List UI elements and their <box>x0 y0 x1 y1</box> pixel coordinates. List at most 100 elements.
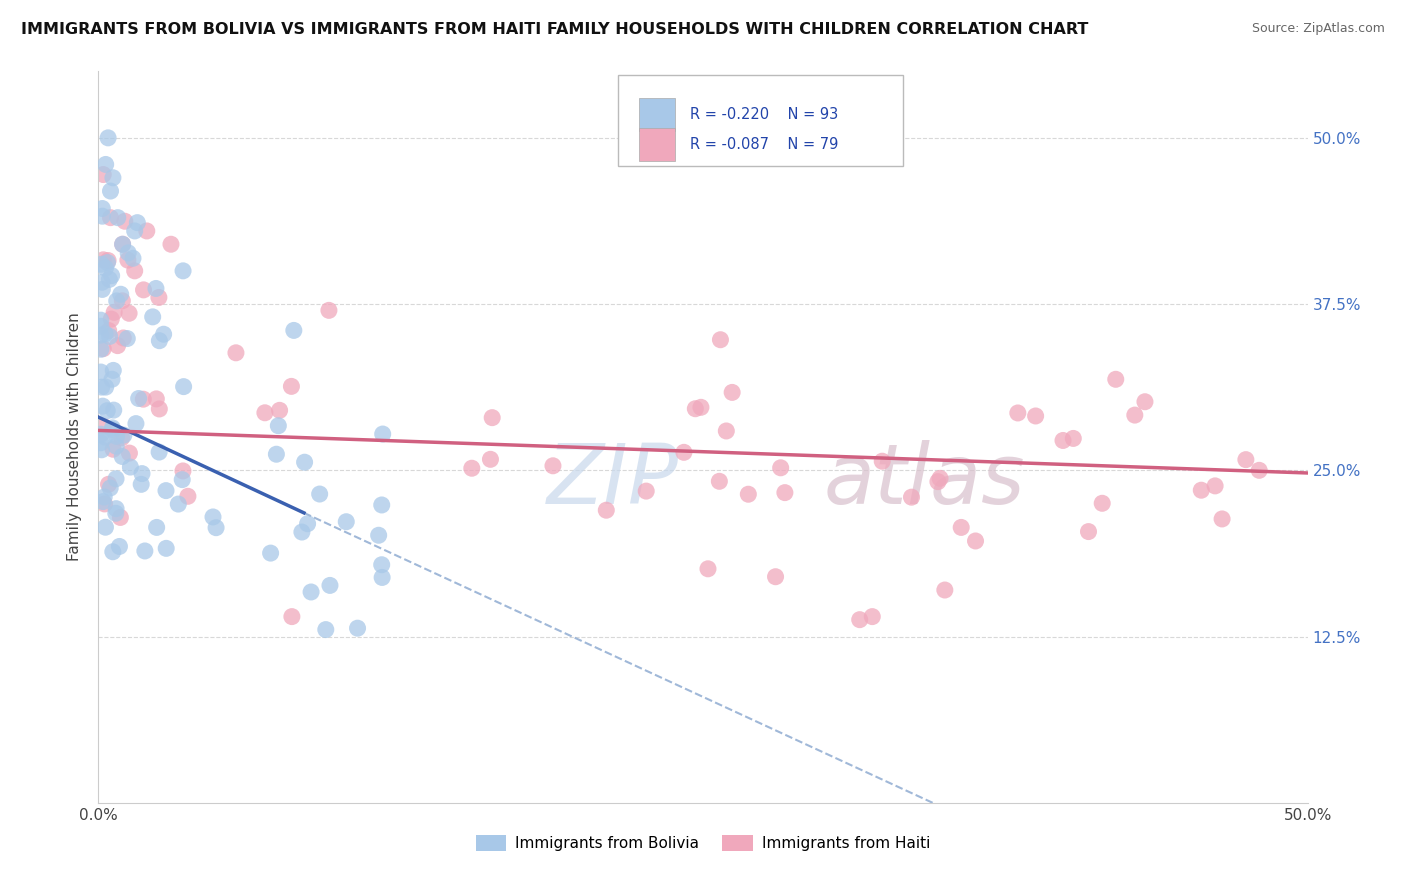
FancyBboxPatch shape <box>638 128 675 161</box>
Point <box>148 290 170 304</box>
Point <box>117 245 139 260</box>
Point <box>96 255 118 269</box>
Point <box>90 257 112 271</box>
Point <box>709 333 731 347</box>
Point <box>90 427 112 442</box>
Point <box>90 319 112 334</box>
Point <box>94 380 117 394</box>
Point <box>111 237 134 252</box>
Point <box>112 331 135 345</box>
Point <box>690 401 713 415</box>
Point <box>129 477 152 491</box>
Point <box>94 326 117 341</box>
Point <box>105 293 128 308</box>
Point <box>91 399 114 413</box>
Point <box>319 578 342 592</box>
Point <box>266 447 288 461</box>
Point <box>773 485 796 500</box>
Point <box>636 484 658 499</box>
Point <box>1234 452 1257 467</box>
Point <box>91 342 114 356</box>
Point <box>870 454 893 468</box>
Point <box>132 283 155 297</box>
Point <box>103 305 125 319</box>
Point <box>672 445 695 459</box>
Point <box>1077 524 1099 539</box>
Point <box>160 237 183 252</box>
Point <box>101 442 124 457</box>
Point <box>98 272 121 286</box>
Point <box>172 473 194 487</box>
Point <box>281 609 304 624</box>
Point <box>172 264 194 278</box>
Point <box>1133 394 1156 409</box>
Point <box>90 365 112 379</box>
Point <box>128 392 150 406</box>
Point <box>118 446 141 460</box>
Point <box>94 157 117 171</box>
Point <box>111 450 134 464</box>
Point <box>481 410 503 425</box>
Point <box>371 427 394 442</box>
Point <box>100 184 122 198</box>
Point <box>346 621 368 635</box>
Point <box>117 332 139 346</box>
Point <box>716 424 738 438</box>
Point <box>91 168 114 182</box>
Point <box>100 211 122 225</box>
Point <box>101 545 124 559</box>
Point <box>105 501 128 516</box>
Point <box>132 392 155 407</box>
Point <box>367 528 389 542</box>
Point <box>101 372 124 386</box>
Point <box>721 385 744 400</box>
Point <box>900 490 922 504</box>
Point <box>94 261 117 276</box>
Point <box>107 338 129 352</box>
Point <box>709 475 731 489</box>
Point <box>127 216 149 230</box>
Point <box>97 253 120 268</box>
Point <box>103 363 125 377</box>
Point <box>595 503 617 517</box>
Point <box>1249 463 1271 477</box>
Point <box>145 520 167 534</box>
Point <box>697 562 720 576</box>
Text: R = -0.220    N = 93: R = -0.220 N = 93 <box>690 107 838 122</box>
Point <box>737 487 759 501</box>
Point <box>114 214 136 228</box>
Point <box>91 494 114 508</box>
Point <box>90 442 112 457</box>
Point <box>927 475 949 489</box>
Point <box>308 487 330 501</box>
Point <box>950 520 973 534</box>
Point <box>267 418 290 433</box>
Point <box>110 510 132 524</box>
Point <box>94 520 117 534</box>
Point <box>848 613 870 627</box>
Point <box>105 429 128 443</box>
Point <box>111 293 134 308</box>
Point <box>1025 409 1047 423</box>
Point <box>111 237 134 252</box>
Point <box>98 329 121 343</box>
Point <box>124 264 146 278</box>
Point <box>172 464 194 478</box>
Legend: Immigrants from Bolivia, Immigrants from Haiti: Immigrants from Bolivia, Immigrants from… <box>470 830 936 857</box>
Point <box>205 521 228 535</box>
Point <box>97 324 120 338</box>
Point <box>765 570 787 584</box>
Point <box>108 540 131 554</box>
Text: Source: ZipAtlas.com: Source: ZipAtlas.com <box>1251 22 1385 36</box>
Point <box>101 170 124 185</box>
Text: atlas: atlas <box>824 441 1025 522</box>
Point <box>371 570 394 584</box>
Point <box>1052 434 1074 448</box>
Point <box>90 328 112 343</box>
Point <box>1091 496 1114 510</box>
Point <box>370 558 392 572</box>
Point <box>152 327 174 342</box>
Point <box>259 546 281 560</box>
Point <box>929 471 952 485</box>
Text: ZIP: ZIP <box>547 441 679 522</box>
